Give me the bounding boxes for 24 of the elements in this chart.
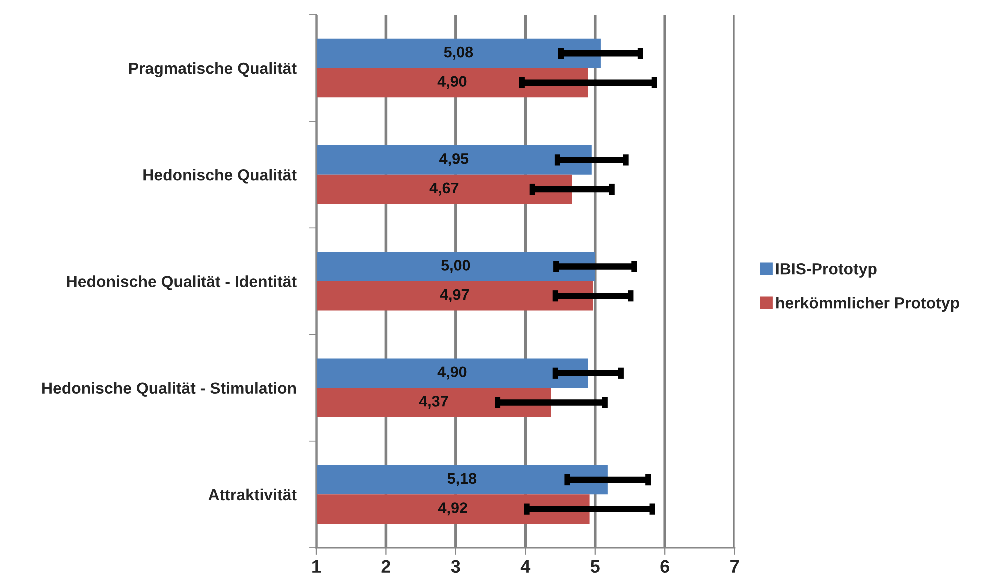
x-tick-label: 4 [520,560,531,573]
x-tick-label: 6 [660,560,670,574]
legend-label: herkömmlicher Prototyp [776,297,960,312]
data-label: 4,67 [430,182,459,196]
data-label: 4,90 [438,366,467,380]
data-label: 5,00 [442,260,470,274]
data-label: 4,90 [438,76,467,90]
data-label: 5,18 [448,473,477,486]
legend-label: IBIS-Prototyp [776,263,877,278]
data-label: 4,95 [440,153,469,167]
y-tick-label: Hedonische Qualität - Stimulation [42,382,296,397]
x-tick-label: 5 [590,560,600,574]
y-tick-label: Hedonische Qualität - Identität [67,276,297,290]
data-label: 4,97 [440,289,470,302]
x-tick-label: 7 [730,560,740,573]
data-label: 4,92 [438,502,468,516]
data-label: 5,08 [444,46,474,60]
x-tick-label: 3 [451,560,460,574]
x-tick-label: 1 [312,560,321,573]
x-tick-label: 2 [382,560,391,573]
y-tick-label: Pragmatische Qualität [129,62,297,78]
y-tick-label: Attraktivität [208,488,297,501]
data-label: 4,37 [419,396,448,410]
y-tick-label: Hedonische Qualität [144,169,297,184]
